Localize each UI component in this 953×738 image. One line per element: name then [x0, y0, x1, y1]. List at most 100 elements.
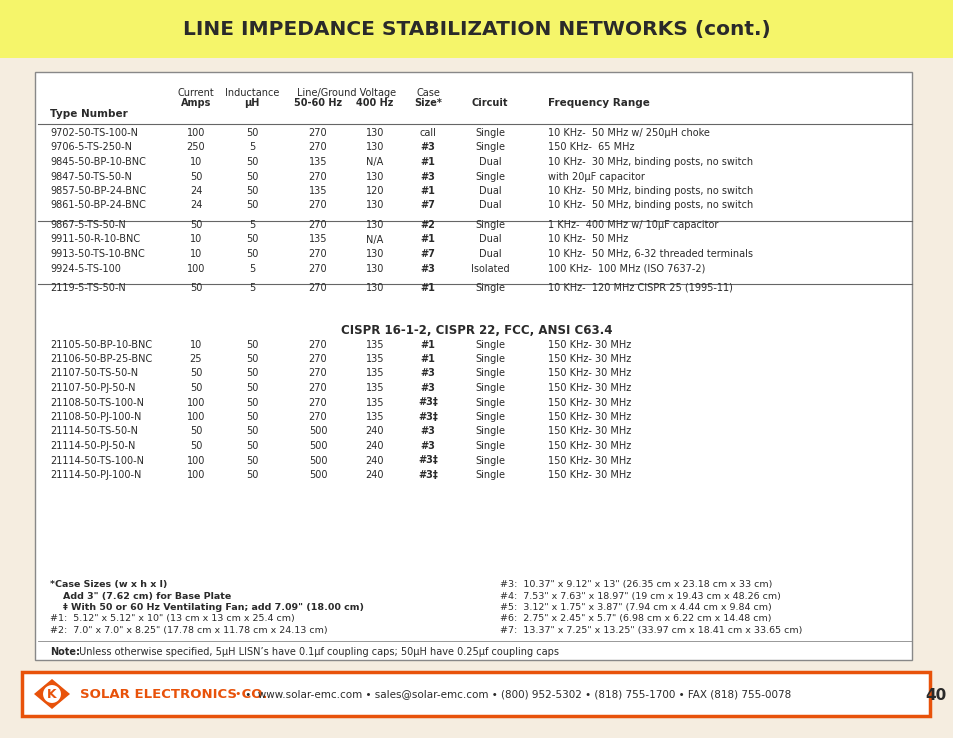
Text: Unless otherwise specified, 5μH LISN’s have 0.1μf coupling caps; 50μH have 0.25μ: Unless otherwise specified, 5μH LISN’s h… — [76, 647, 558, 657]
Text: #3: #3 — [420, 171, 435, 182]
Text: #3: #3 — [420, 368, 435, 379]
Text: 135: 135 — [309, 157, 327, 167]
Text: #3: #3 — [420, 441, 435, 451]
Text: 135: 135 — [365, 412, 384, 422]
Circle shape — [42, 684, 62, 704]
Text: N/A: N/A — [366, 235, 383, 244]
Text: 130: 130 — [365, 283, 384, 293]
Text: 100: 100 — [187, 128, 205, 138]
Text: 21108-50-PJ-100-N: 21108-50-PJ-100-N — [50, 412, 141, 422]
Text: Single: Single — [475, 441, 504, 451]
Text: N/A: N/A — [366, 157, 383, 167]
Text: 400 Hz: 400 Hz — [355, 98, 394, 108]
Text: 135: 135 — [365, 339, 384, 350]
Text: Size*: Size* — [414, 98, 441, 108]
Text: *Case Sizes (w x h x l): *Case Sizes (w x h x l) — [50, 580, 167, 589]
Text: Dual: Dual — [478, 157, 500, 167]
Text: 50: 50 — [246, 157, 258, 167]
Text: 24: 24 — [190, 186, 202, 196]
Text: 21108-50-TS-100-N: 21108-50-TS-100-N — [50, 398, 144, 407]
Text: 10 KHz-  50 MHz w/ 250μH choke: 10 KHz- 50 MHz w/ 250μH choke — [547, 128, 709, 138]
Text: 150 KHz- 30 MHz: 150 KHz- 30 MHz — [547, 441, 631, 451]
Text: 10 KHz-  120 MHz CISPR 25 (1995-11): 10 KHz- 120 MHz CISPR 25 (1995-11) — [547, 283, 732, 293]
Text: 270: 270 — [309, 398, 327, 407]
Text: Single: Single — [475, 171, 504, 182]
Text: 100: 100 — [187, 412, 205, 422]
Text: 240: 240 — [365, 470, 384, 480]
Text: 21114-50-PJ-100-N: 21114-50-PJ-100-N — [50, 470, 141, 480]
Text: 9913-50-TS-10-BNC: 9913-50-TS-10-BNC — [50, 249, 145, 259]
Text: 130: 130 — [365, 220, 384, 230]
Text: 21105-50-BP-10-BNC: 21105-50-BP-10-BNC — [50, 339, 152, 350]
Text: 135: 135 — [365, 398, 384, 407]
Text: 270: 270 — [309, 383, 327, 393]
Text: •  www.solar-emc.com • sales@solar-emc.com • (800) 952-5302 • (818) 755-1700 • F: • www.solar-emc.com • sales@solar-emc.co… — [242, 689, 790, 699]
Text: 100: 100 — [187, 263, 205, 274]
Text: 50: 50 — [190, 441, 202, 451]
Text: 500: 500 — [309, 470, 327, 480]
Text: 5: 5 — [249, 263, 254, 274]
Text: 270: 270 — [309, 249, 327, 259]
Text: 10 KHz-  50 MHz, binding posts, no switch: 10 KHz- 50 MHz, binding posts, no switch — [547, 186, 753, 196]
Text: 270: 270 — [309, 263, 327, 274]
Text: 100 KHz-  100 MHz (ISO 7637-2): 100 KHz- 100 MHz (ISO 7637-2) — [547, 263, 704, 274]
Text: Single: Single — [475, 398, 504, 407]
Text: 50: 50 — [190, 283, 202, 293]
Bar — [0, 0, 953, 58]
Text: Note:: Note: — [50, 647, 80, 657]
Text: 9847-50-TS-50-N: 9847-50-TS-50-N — [50, 171, 132, 182]
Text: #1: #1 — [420, 157, 435, 167]
Text: •: • — [234, 689, 241, 699]
Text: 130: 130 — [365, 263, 384, 274]
Text: 135: 135 — [309, 186, 327, 196]
Text: #2: #2 — [420, 220, 435, 230]
Text: 120: 120 — [365, 186, 384, 196]
Text: 50: 50 — [246, 339, 258, 350]
Text: 100: 100 — [187, 398, 205, 407]
Text: 50: 50 — [246, 398, 258, 407]
Text: 5: 5 — [249, 142, 254, 153]
Text: Dual: Dual — [478, 201, 500, 210]
Text: 25: 25 — [190, 354, 202, 364]
Text: Type Number: Type Number — [50, 109, 128, 119]
Text: 135: 135 — [365, 383, 384, 393]
Text: 150 KHz- 30 MHz: 150 KHz- 30 MHz — [547, 398, 631, 407]
Text: #3‡: #3‡ — [417, 412, 437, 422]
Text: 500: 500 — [309, 455, 327, 466]
Text: #3‡: #3‡ — [417, 455, 437, 466]
Text: Line/Ground Voltage: Line/Ground Voltage — [296, 88, 395, 98]
Text: 21107-50-TS-50-N: 21107-50-TS-50-N — [50, 368, 138, 379]
Bar — [22, 672, 929, 716]
Text: 100: 100 — [187, 455, 205, 466]
Text: 50: 50 — [246, 128, 258, 138]
Text: 150 KHz- 30 MHz: 150 KHz- 30 MHz — [547, 412, 631, 422]
Text: 130: 130 — [365, 128, 384, 138]
Text: 9845-50-BP-10-BNC: 9845-50-BP-10-BNC — [50, 157, 146, 167]
Text: Add 3" (7.62 cm) for Base Plate: Add 3" (7.62 cm) for Base Plate — [50, 591, 231, 601]
Text: #3: #3 — [420, 142, 435, 153]
Text: 135: 135 — [309, 235, 327, 244]
Text: #5:  3.12" x 1.75" x 3.87" (7.94 cm x 4.44 cm x 9.84 cm): #5: 3.12" x 1.75" x 3.87" (7.94 cm x 4.4… — [499, 603, 771, 612]
Text: #7:  13.37" x 7.25" x 13.25" (33.97 cm x 18.41 cm x 33.65 cm): #7: 13.37" x 7.25" x 13.25" (33.97 cm x … — [499, 626, 801, 635]
Text: Isolated: Isolated — [470, 263, 509, 274]
Text: Single: Single — [475, 383, 504, 393]
Text: 270: 270 — [309, 368, 327, 379]
Text: 270: 270 — [309, 171, 327, 182]
Text: #3: #3 — [420, 383, 435, 393]
Text: 270: 270 — [309, 128, 327, 138]
Bar — [35, 72, 911, 660]
Text: 130: 130 — [365, 201, 384, 210]
Text: Single: Single — [475, 455, 504, 466]
Text: with 20μF capacitor: with 20μF capacitor — [547, 171, 644, 182]
Text: 21114-50-TS-100-N: 21114-50-TS-100-N — [50, 455, 144, 466]
Text: #2:  7.0" x 7.0" x 8.25" (17.78 cm x 11.78 cm x 24.13 cm): #2: 7.0" x 7.0" x 8.25" (17.78 cm x 11.7… — [50, 626, 327, 635]
Text: 21114-50-TS-50-N: 21114-50-TS-50-N — [50, 427, 138, 436]
Text: 50: 50 — [190, 368, 202, 379]
Text: 9924-5-TS-100: 9924-5-TS-100 — [50, 263, 121, 274]
Text: 150 KHz- 30 MHz: 150 KHz- 30 MHz — [547, 368, 631, 379]
Text: Single: Single — [475, 368, 504, 379]
Text: 150 KHz- 30 MHz: 150 KHz- 30 MHz — [547, 354, 631, 364]
Text: Single: Single — [475, 128, 504, 138]
Text: 150 KHz- 30 MHz: 150 KHz- 30 MHz — [547, 427, 631, 436]
Text: 150 KHz- 30 MHz: 150 KHz- 30 MHz — [547, 470, 631, 480]
